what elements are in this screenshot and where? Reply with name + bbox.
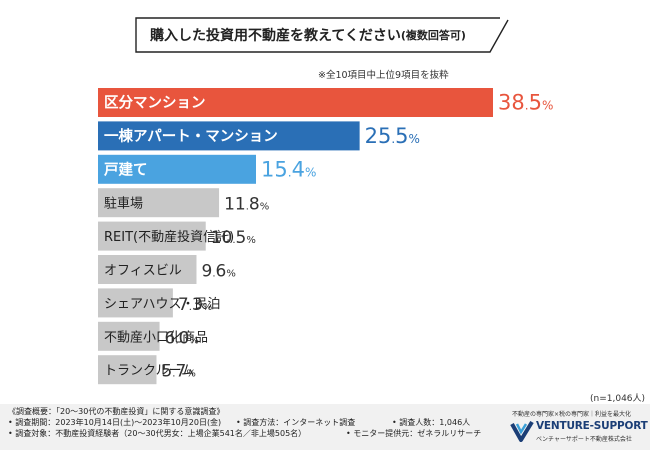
chart-title: 購入した投資用不動産を教えてください (複数回答可) (128, 16, 488, 54)
value-label-3: 11.8% (224, 195, 269, 215)
bar-2 (98, 154, 256, 184)
category-label-5: オフィスビル (104, 264, 182, 279)
category-label-1: 一棟アパート・マンション (104, 127, 278, 145)
logo-subtitle: ベンチャーサポート不動産株式会社 (536, 436, 632, 443)
value-label-2: 15.4% (261, 157, 316, 181)
value-label-6: 7.3% (178, 295, 212, 315)
category-label-4: REIT(不動産投資信託) (104, 229, 234, 245)
survey-summary-heading: 《調査概要：「20〜30代の不動産投資」に関する意識調査》 (8, 407, 225, 416)
value-label-5: 9.6% (201, 262, 235, 282)
survey-count: • 調査人数：1,046人 (392, 418, 471, 427)
chart-title-main: 購入した投資用不動産を教えてください (150, 28, 401, 44)
survey-monitor: • モニター提供元：ゼネラルリサーチ (346, 429, 482, 438)
bar-0 (98, 88, 493, 117)
bar-6 (98, 288, 173, 318)
bar-7 (98, 321, 160, 351)
survey-period: • 調査期間：2023年10月14日(土)〜2023年10月20日(金) (8, 418, 222, 427)
category-label-0: 区分マンション (104, 95, 206, 112)
bar-chart: 区分マンション 38.5% 一棟アパート・マンション 25.5% 戸建て 15.4% 駐車場… (98, 88, 553, 385)
category-label-3: 駐車場 (104, 197, 143, 212)
bar-5 (98, 255, 197, 284)
bar-3 (98, 188, 220, 218)
title-banner: 購入した投資用不動産を教えてください (複数回答可) (128, 16, 520, 54)
logo-name: VENTURE-SUPPORT (536, 420, 648, 432)
title-banner-frame (135, 17, 509, 53)
chart-title-suffix: (複数回答可) (400, 29, 466, 42)
sample-size: (n=1,046人) (590, 394, 646, 404)
logo-check-icon (510, 420, 534, 442)
value-label-4: 10.5% (211, 228, 256, 248)
survey-footer: 《調査概要：「20〜30代の不動産投資」に関する意識調査》 • 調査期間：202… (0, 404, 650, 450)
category-label-7: 不動産小口化商品 (104, 329, 208, 345)
value-label-7: 6.0% (165, 328, 199, 348)
selection-note: ※全10項目中上位9項目を抜粋 (318, 70, 449, 81)
bar-8 (98, 355, 157, 385)
company-logo: 不動産の専門家×税の専門家｜利益を最大化 VENTURE-SUPPORT ベンチ… (508, 408, 650, 448)
logo-tagline: 不動産の専門家×税の専門家｜利益を最大化 (512, 411, 632, 418)
bar-1 (98, 121, 360, 151)
value-label-0: 38.5% (498, 91, 553, 115)
survey-method: • 調査方法：インターネット調査 (236, 418, 356, 427)
category-label-8: トランクルーム (104, 364, 194, 379)
category-label-2: 戸建て (104, 160, 148, 178)
category-label-6: シェアハウス・民泊 (104, 297, 220, 312)
survey-target: • 調査対象：不動産投資経験者（20〜30代男女：上場企業541名／非上場505… (8, 429, 307, 438)
value-label-1: 25.5% (365, 124, 420, 148)
bar-4 (98, 221, 206, 251)
value-label-8: 5.7% (161, 362, 195, 382)
